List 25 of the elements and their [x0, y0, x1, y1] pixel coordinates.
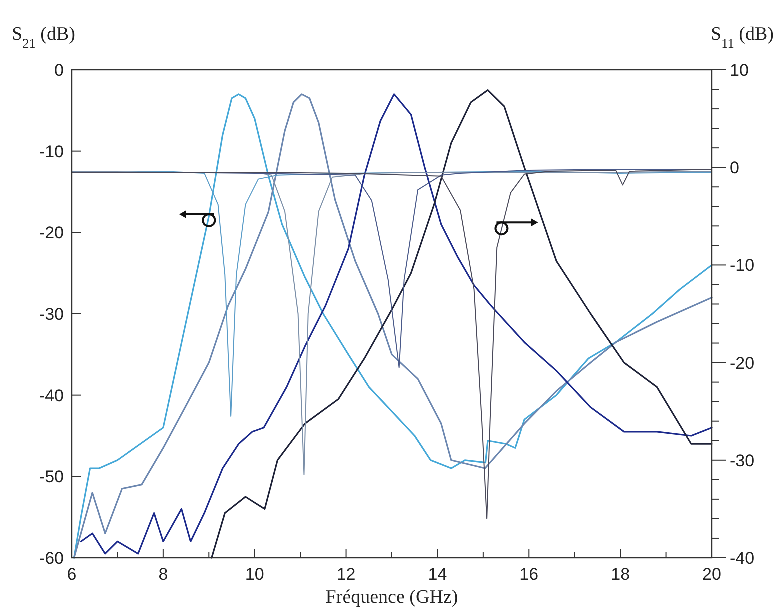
x-tick-label: 18	[611, 565, 630, 584]
y-tick-label: 0	[54, 60, 64, 80]
y2-tick-label: -20	[730, 354, 755, 373]
x-tick-label: 16	[520, 565, 539, 584]
y2-tick-label: -10	[730, 256, 755, 276]
y2-tick-label: 10	[730, 60, 749, 80]
y-tick-label: -30	[39, 304, 64, 324]
x-tick-label: 12	[336, 565, 356, 584]
y2-tick-label: 0	[730, 158, 740, 178]
x-axis-title: Fréquence (GHz)	[326, 587, 458, 608]
y-tick-label: -40	[39, 386, 64, 406]
x-tick-label: 14	[428, 565, 448, 584]
y-tick-label: -50	[39, 468, 64, 487]
x-tick-label: 20	[702, 565, 722, 584]
y-tick-label: -20	[39, 224, 64, 243]
x-tick-label: 8	[158, 565, 168, 584]
y-axis-title: S$_{21}$ (dB)	[12, 24, 76, 50]
line-series	[211, 90, 713, 559]
y2-tick-label: -40	[730, 548, 755, 568]
x-tick-label: 10	[245, 565, 264, 584]
y-tick-label: -60	[39, 548, 64, 568]
x-tick-label: 6	[67, 565, 77, 584]
y2-tick-label: -30	[730, 451, 755, 470]
y-tick-label: -10	[39, 142, 64, 162]
y2-axis-title: S$_{11}$ (dB)	[711, 24, 774, 50]
